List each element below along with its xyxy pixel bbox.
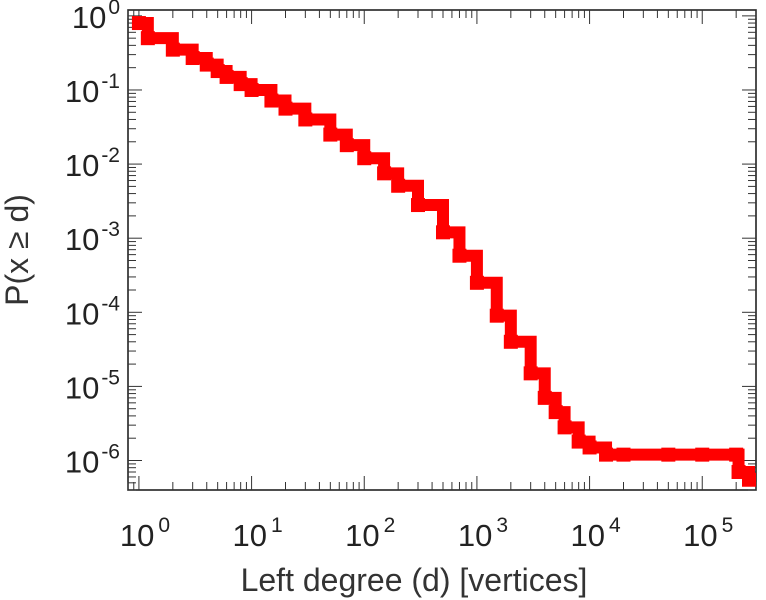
data-point (185, 51, 200, 66)
y-tick-label: 10-2 (65, 144, 120, 183)
data-point (244, 82, 259, 97)
data-point (469, 275, 484, 290)
y-tick-label: 10-6 (65, 441, 120, 480)
data-point (523, 366, 538, 381)
data-point (548, 405, 563, 420)
data-point (435, 225, 450, 240)
data-point (165, 42, 180, 57)
data-point (140, 31, 155, 46)
data-point (298, 112, 313, 127)
data-point (557, 420, 572, 435)
data-point (599, 447, 614, 462)
x-tick-label: 10 5 (683, 514, 733, 553)
data-point (489, 308, 504, 323)
y-tick-label: 100 (72, 0, 120, 35)
data-point (571, 434, 586, 449)
data-point (411, 198, 426, 213)
data-point (582, 440, 597, 455)
data-point (391, 178, 406, 193)
data-point (452, 248, 467, 263)
data-point (616, 447, 631, 462)
x-tick-label: 10 4 (570, 514, 620, 553)
data-point (131, 16, 146, 31)
data-point (537, 390, 552, 405)
series-line (138, 17, 755, 480)
x-tick-label: 10 0 (120, 514, 170, 553)
y-tick-label: 10-5 (65, 366, 120, 405)
data-point (199, 57, 214, 72)
data-point (729, 447, 744, 462)
data-point (323, 127, 338, 142)
data-point (264, 93, 279, 108)
data-point (503, 334, 518, 349)
data-point (339, 138, 354, 153)
y-tick-label: 10-1 (65, 70, 120, 109)
data-point (695, 447, 710, 462)
data-point (661, 447, 676, 462)
y-tick-label: 10-4 (65, 292, 120, 331)
axis-ticks (127, 10, 757, 491)
x-tick-label: 10 2 (345, 514, 395, 553)
data-point (278, 101, 293, 116)
y-tick-label: 10-3 (65, 218, 120, 257)
series-layer (131, 16, 756, 487)
data-point (741, 472, 756, 487)
tick-labels: 10 0 10 1 10 2 10 3 10 4 10 5 100 10-1 10-2 10-3 10-4 10-… (65, 0, 734, 553)
x-axis-title: Left degree (d) [vertices] (241, 562, 588, 598)
x-tick-label: 10 1 (232, 514, 282, 553)
data-point (219, 69, 234, 84)
data-point (233, 77, 248, 92)
y-axis-title: P(x ≥ d) (0, 194, 35, 306)
x-tick-label: 10 3 (458, 514, 508, 553)
data-point (377, 166, 392, 181)
data-point (357, 151, 372, 166)
